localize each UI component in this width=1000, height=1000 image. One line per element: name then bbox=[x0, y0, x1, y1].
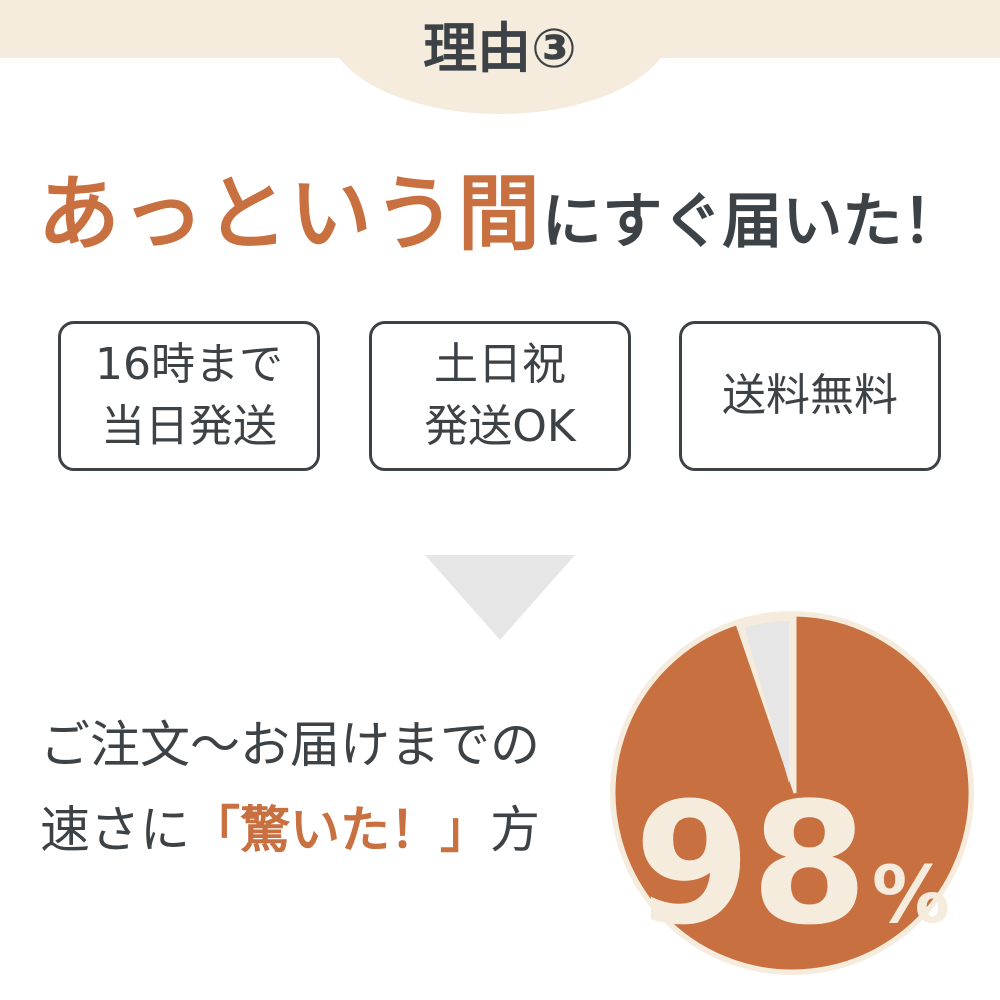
reason-title: 理由③ bbox=[423, 17, 577, 80]
headline: あっという間にすぐ届いた！ bbox=[0, 160, 1000, 292]
feature-line: 発送OK bbox=[424, 401, 576, 452]
feature-line: 送料無料 bbox=[722, 370, 898, 421]
feature-free-shipping: 送料無料 bbox=[679, 321, 941, 471]
pie-slice-rest bbox=[744, 621, 789, 783]
result-line-2: 速さに「驚いた！」方 bbox=[40, 795, 540, 865]
down-arrow-icon bbox=[425, 555, 575, 640]
feature-same-day: 16時まで 当日発送 bbox=[58, 321, 320, 471]
headline-rest: にすぐ届いた！ bbox=[541, 187, 963, 257]
feature-line: 当日発送 bbox=[101, 401, 277, 452]
pie-slice-main bbox=[612, 613, 972, 973]
result-prefix: 速さに bbox=[40, 801, 190, 859]
feature-line: 16時まで bbox=[95, 339, 283, 390]
pie-unit: % bbox=[872, 851, 950, 941]
pie-label: 98% bbox=[634, 766, 950, 962]
pie-value: 98 bbox=[634, 766, 868, 962]
feature-line: 土日祝 bbox=[434, 339, 566, 390]
result-line-1: ご注文～お届けまでの bbox=[40, 716, 540, 774]
result-suffix: 方 bbox=[490, 801, 540, 859]
feature-weekend: 土日祝 発送OK bbox=[369, 321, 631, 471]
pie-chart: 98% bbox=[610, 611, 974, 975]
headline-highlight: あっという間 bbox=[37, 167, 542, 262]
result-accent: 「驚いた！」 bbox=[190, 801, 490, 859]
